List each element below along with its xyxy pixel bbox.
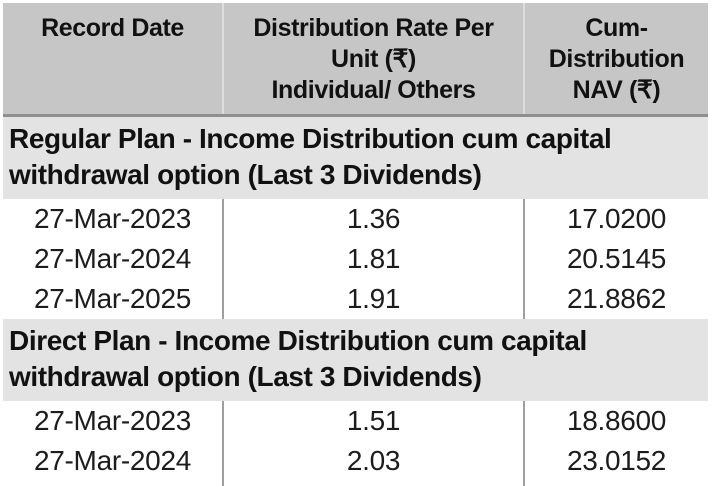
plan-section-title: Direct Plan - Income Distribution cum ca… xyxy=(3,319,708,401)
table-header-row: Record Date Distribution Rate Per Unit (… xyxy=(3,3,708,117)
plan-section-title: Regular Plan - Income Distribution cum c… xyxy=(3,115,708,199)
dividend-history-table: Record Date Distribution Rate Per Unit (… xyxy=(3,3,708,486)
cum-nav-line2: NAV (₹) xyxy=(572,76,661,104)
cum-distribution-nav-cell: 23.0152 xyxy=(523,441,708,481)
col-header-distribution-rate: Distribution Rate Per Unit (₹) Individua… xyxy=(222,3,524,117)
rate-per-unit-cell: 1.36 xyxy=(222,199,524,239)
cum-distribution-nav-cell: 24.8989 xyxy=(523,481,708,486)
rate-per-unit-cell: 2.03 xyxy=(222,441,524,481)
col-header-record-date-label: Record Date xyxy=(41,14,184,42)
dividend-row: 27-Mar-20252.1724.8989 xyxy=(3,481,708,486)
plan-section-row: Regular Plan - Income Distribution cum c… xyxy=(3,115,708,199)
record-date-cell: 27-Mar-2023 xyxy=(3,199,223,239)
cum-distribution-nav-cell: 17.0200 xyxy=(523,199,708,239)
record-date-cell: 27-Mar-2024 xyxy=(3,239,223,279)
rate-per-unit-cell: 1.91 xyxy=(222,279,524,319)
rate-per-unit-cell: 2.17 xyxy=(222,481,524,486)
col-header-record-date: Record Date xyxy=(3,3,223,117)
record-date-cell: 27-Mar-2024 xyxy=(3,441,223,481)
cum-distribution-nav-cell: 18.8600 xyxy=(523,401,708,441)
record-date-cell: 27-Mar-2023 xyxy=(3,401,223,441)
dividend-row: 27-Mar-2023 1.36 17.0200 xyxy=(3,199,708,239)
plan-section-row: Direct Plan - Income Distribution cum ca… xyxy=(3,319,708,401)
rate-per-unit-cell: 1.51 xyxy=(222,401,524,441)
col-header-cum-distribution-nav: Cum-Distribution NAV (₹) xyxy=(523,3,708,117)
record-date-cell: 27-Mar-2025 xyxy=(3,481,223,486)
dividend-row: 27-Mar-2023 1.51 18.8600 xyxy=(3,401,708,441)
dividend-row: 27-Mar-2024 2.03 23.0152 xyxy=(3,441,708,481)
record-date-cell: 27-Mar-2025 xyxy=(3,279,223,319)
distribution-rate-line1: Distribution Rate Per Unit (₹) xyxy=(253,14,494,73)
cum-nav-line1: Cum-Distribution xyxy=(548,14,685,73)
cum-distribution-nav-cell: 20.5145 xyxy=(523,239,708,279)
dividend-row: 27-Mar-2025 1.91 21.8862 xyxy=(3,279,708,319)
distribution-rate-line2: Individual/ Others xyxy=(271,76,476,104)
rate-per-unit-cell: 1.81 xyxy=(222,239,524,279)
dividend-row: 27-Mar-2024 1.81 20.5145 xyxy=(3,239,708,279)
cum-distribution-nav-cell: 21.8862 xyxy=(523,279,708,319)
